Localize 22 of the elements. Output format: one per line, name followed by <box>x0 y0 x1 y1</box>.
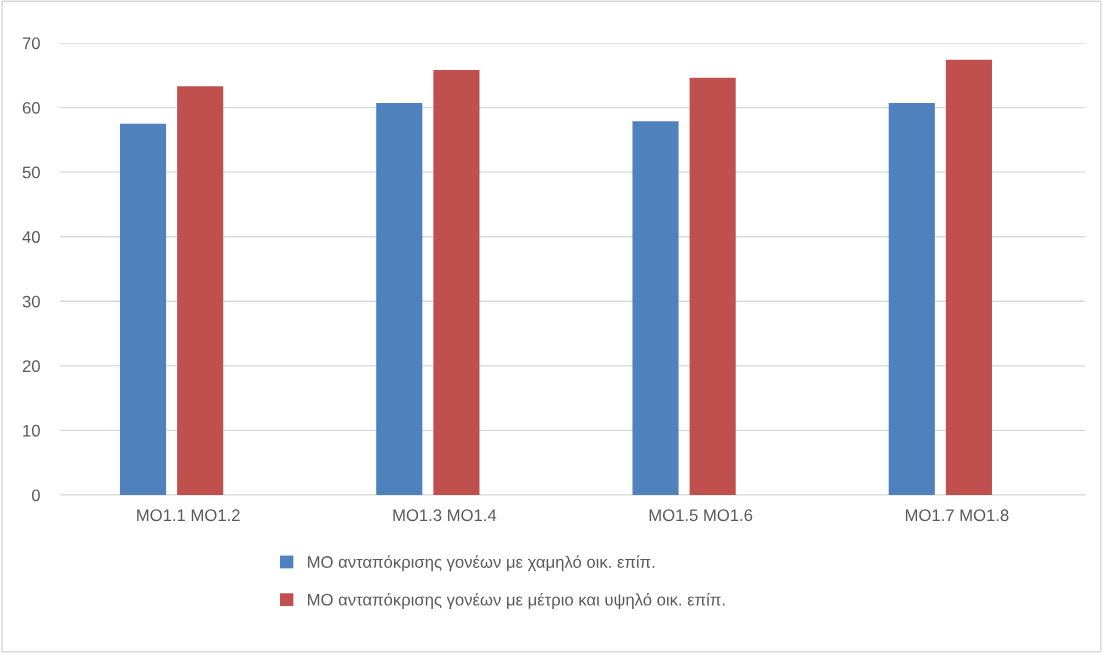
y-tick-label: 30 <box>22 295 40 308</box>
legend-label: ΜΟ ανταπόκρισης γονέων με μέτριο και υψηλό οικ. επίπ. <box>308 592 725 609</box>
legend-label: ΜΟ ανταπόκρισης γονέων με χαμηλό οικ. επίπ. <box>308 555 655 572</box>
bar <box>119 123 167 495</box>
y-tick-label: 60 <box>22 101 40 114</box>
bar <box>632 121 679 495</box>
bar <box>376 103 423 495</box>
bar <box>177 86 224 495</box>
y-tick-label: 70 <box>22 37 40 50</box>
y-tick-label: 40 <box>22 231 40 243</box>
x-tick-label: MO1.7 MO1.8 <box>905 509 1009 522</box>
bar <box>689 77 736 495</box>
bar <box>945 59 992 495</box>
y-tick-label: 50 <box>22 166 40 179</box>
bar <box>888 103 935 495</box>
x-tick-label: MO1.1 MO1.2 <box>137 509 240 522</box>
y-tick-label: 20 <box>22 360 40 373</box>
y-tick-label: 10 <box>23 424 40 437</box>
x-tick-label: MO1.3 MO1.4 <box>393 509 497 522</box>
y-tick-label: 0 <box>31 489 40 502</box>
x-tick-label: MO1.5 MO1.6 <box>649 509 753 522</box>
bar <box>433 70 480 495</box>
